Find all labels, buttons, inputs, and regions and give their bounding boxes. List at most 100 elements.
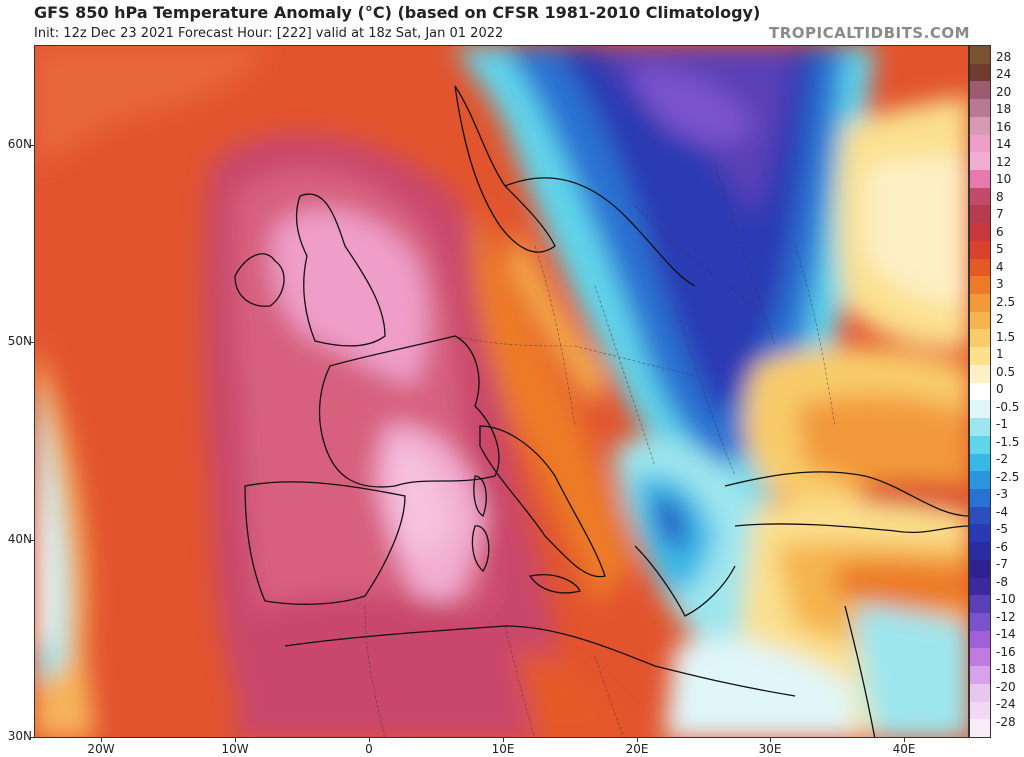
anomaly-field: [35, 46, 968, 737]
colorbar-swatch: [970, 453, 990, 472]
colorbar-swatch: [970, 666, 990, 685]
brand-watermark: TROPICALTIDBITS.COM: [769, 24, 970, 42]
colorbar-swatch: [970, 701, 990, 720]
colorbar-tick-label: -5: [996, 522, 1008, 537]
colorbar-swatch: [970, 577, 990, 596]
colorbar-tick-label: -1.5: [996, 434, 1020, 449]
anomaly-map: [34, 45, 969, 738]
latitude-label: 30N: [7, 729, 32, 743]
longitude-tick: [235, 738, 236, 742]
colorbar-tick-label: 18: [996, 102, 1012, 117]
longitude-tick: [904, 738, 905, 742]
italy-outline: [479, 425, 606, 578]
colorbar-tick-label: 28: [996, 50, 1012, 64]
colorbar-swatch: [970, 240, 990, 260]
colorbar-tick-label: 2: [996, 312, 1004, 327]
north-africa-coast: [284, 625, 796, 697]
black-sea-coast-south: [734, 523, 968, 534]
country-borders: [364, 165, 836, 737]
coastlines: [234, 85, 968, 737]
levant-coast: [844, 605, 876, 737]
sardinia-outline: [471, 525, 490, 572]
colorbar-tick-label: -10: [996, 592, 1016, 607]
longitude-label: 20W: [87, 742, 115, 756]
colorbar-swatch: [970, 63, 990, 82]
colorbar-tick-label: 2.5: [996, 294, 1016, 309]
colorbar-tick-label: 16: [996, 119, 1012, 134]
baltic-coast: [504, 177, 696, 287]
colorbar-tick-label: 12: [996, 154, 1012, 169]
colorbar-tick-label: 10: [996, 172, 1012, 187]
longitude-tick: [369, 738, 370, 742]
great-britain-outline: [295, 193, 386, 347]
longitude-label: 40E: [892, 742, 916, 756]
longitude-tick: [637, 738, 638, 742]
longitude-label: 0: [365, 742, 373, 756]
colorbar-tick-label: -3: [996, 487, 1008, 502]
colorbar-swatch: [970, 205, 990, 224]
colorbar-tick-label: 14: [996, 137, 1012, 152]
colorbar-swatch: [970, 223, 990, 242]
forecast-info: Init: 12z Dec 23 2021 Forecast Hour: [22…: [34, 26, 504, 41]
colorbar-swatch: [970, 559, 990, 579]
colorbar-tick-label: -12: [996, 609, 1016, 624]
latitude-tick: [30, 342, 34, 343]
colorbar-swatch: [970, 276, 990, 295]
latitude-label: 40N: [7, 532, 32, 546]
colorbar-swatch: [970, 81, 990, 100]
colorbar-tick-label: -20: [996, 679, 1016, 694]
colorbar-tick-label: -14: [996, 627, 1016, 642]
latitude-label: 50N: [7, 334, 32, 348]
longitude-label: 20E: [625, 742, 649, 756]
colorbar-swatches: [970, 46, 990, 738]
colorbar-swatch: [970, 134, 990, 153]
colorbar-tick-label: 4: [996, 259, 1004, 274]
latitude-tick: [30, 737, 34, 738]
colorbar-swatch: [970, 719, 990, 738]
latitude-tick: [30, 145, 34, 146]
colorbar-tick-label: -2: [996, 452, 1008, 467]
longitude-tick: [503, 738, 504, 742]
longitude-label: 10W: [221, 742, 249, 756]
longitude-label: 30E: [758, 742, 782, 756]
colorbar-swatch: [970, 187, 990, 206]
colorbar-swatch: [970, 347, 990, 366]
colorbar-swatch: [970, 258, 990, 277]
colorbar-tick-label: -2.5: [996, 469, 1020, 484]
anomaly-map-svg: [35, 46, 968, 737]
colorbar-swatch: [970, 435, 990, 454]
colorbar-tick-label: 3: [996, 277, 1004, 292]
colorbar-tick-label: 24: [996, 67, 1012, 82]
colorbar-swatch: [970, 683, 990, 703]
colorbar-tick-label: 8: [996, 189, 1004, 204]
colorbar-swatch: [970, 152, 990, 171]
colorbar-tick-label: 7: [996, 207, 1004, 222]
colorbar-swatch: [970, 612, 990, 632]
colorbar-tick-label: 1.5: [996, 329, 1016, 344]
colorbar-tick-label: -24: [996, 697, 1016, 712]
colorbar-swatch: [970, 471, 990, 490]
sicily-outline: [528, 574, 581, 594]
colorbar-swatch: [970, 329, 990, 348]
colorbar-swatch: [970, 488, 990, 508]
colorbar: [969, 45, 991, 738]
colorbar-swatch: [970, 648, 990, 667]
colorbar-swatch: [970, 46, 990, 65]
black-sea-coast-north: [724, 471, 968, 517]
colorbar-tick-label: -4: [996, 504, 1008, 519]
colorbar-swatch: [970, 524, 990, 543]
colorbar-swatch: [970, 595, 990, 614]
colorbar-tick-label: 5: [996, 242, 1004, 257]
colorbar-swatch: [970, 311, 990, 330]
colorbar-swatch: [970, 382, 990, 401]
colorbar-tick-label: -0.5: [996, 399, 1020, 414]
colorbar-swatch: [970, 542, 990, 561]
france-outline: [318, 335, 500, 488]
corsica-outline: [473, 475, 487, 517]
colorbar-swatch: [970, 170, 990, 189]
ireland-outline: [234, 253, 285, 307]
longitude-tick: [770, 738, 771, 742]
aegean-coast: [634, 545, 736, 617]
colorbar-tick-label: 0.5: [996, 364, 1016, 379]
colorbar-swatch: [970, 418, 990, 437]
